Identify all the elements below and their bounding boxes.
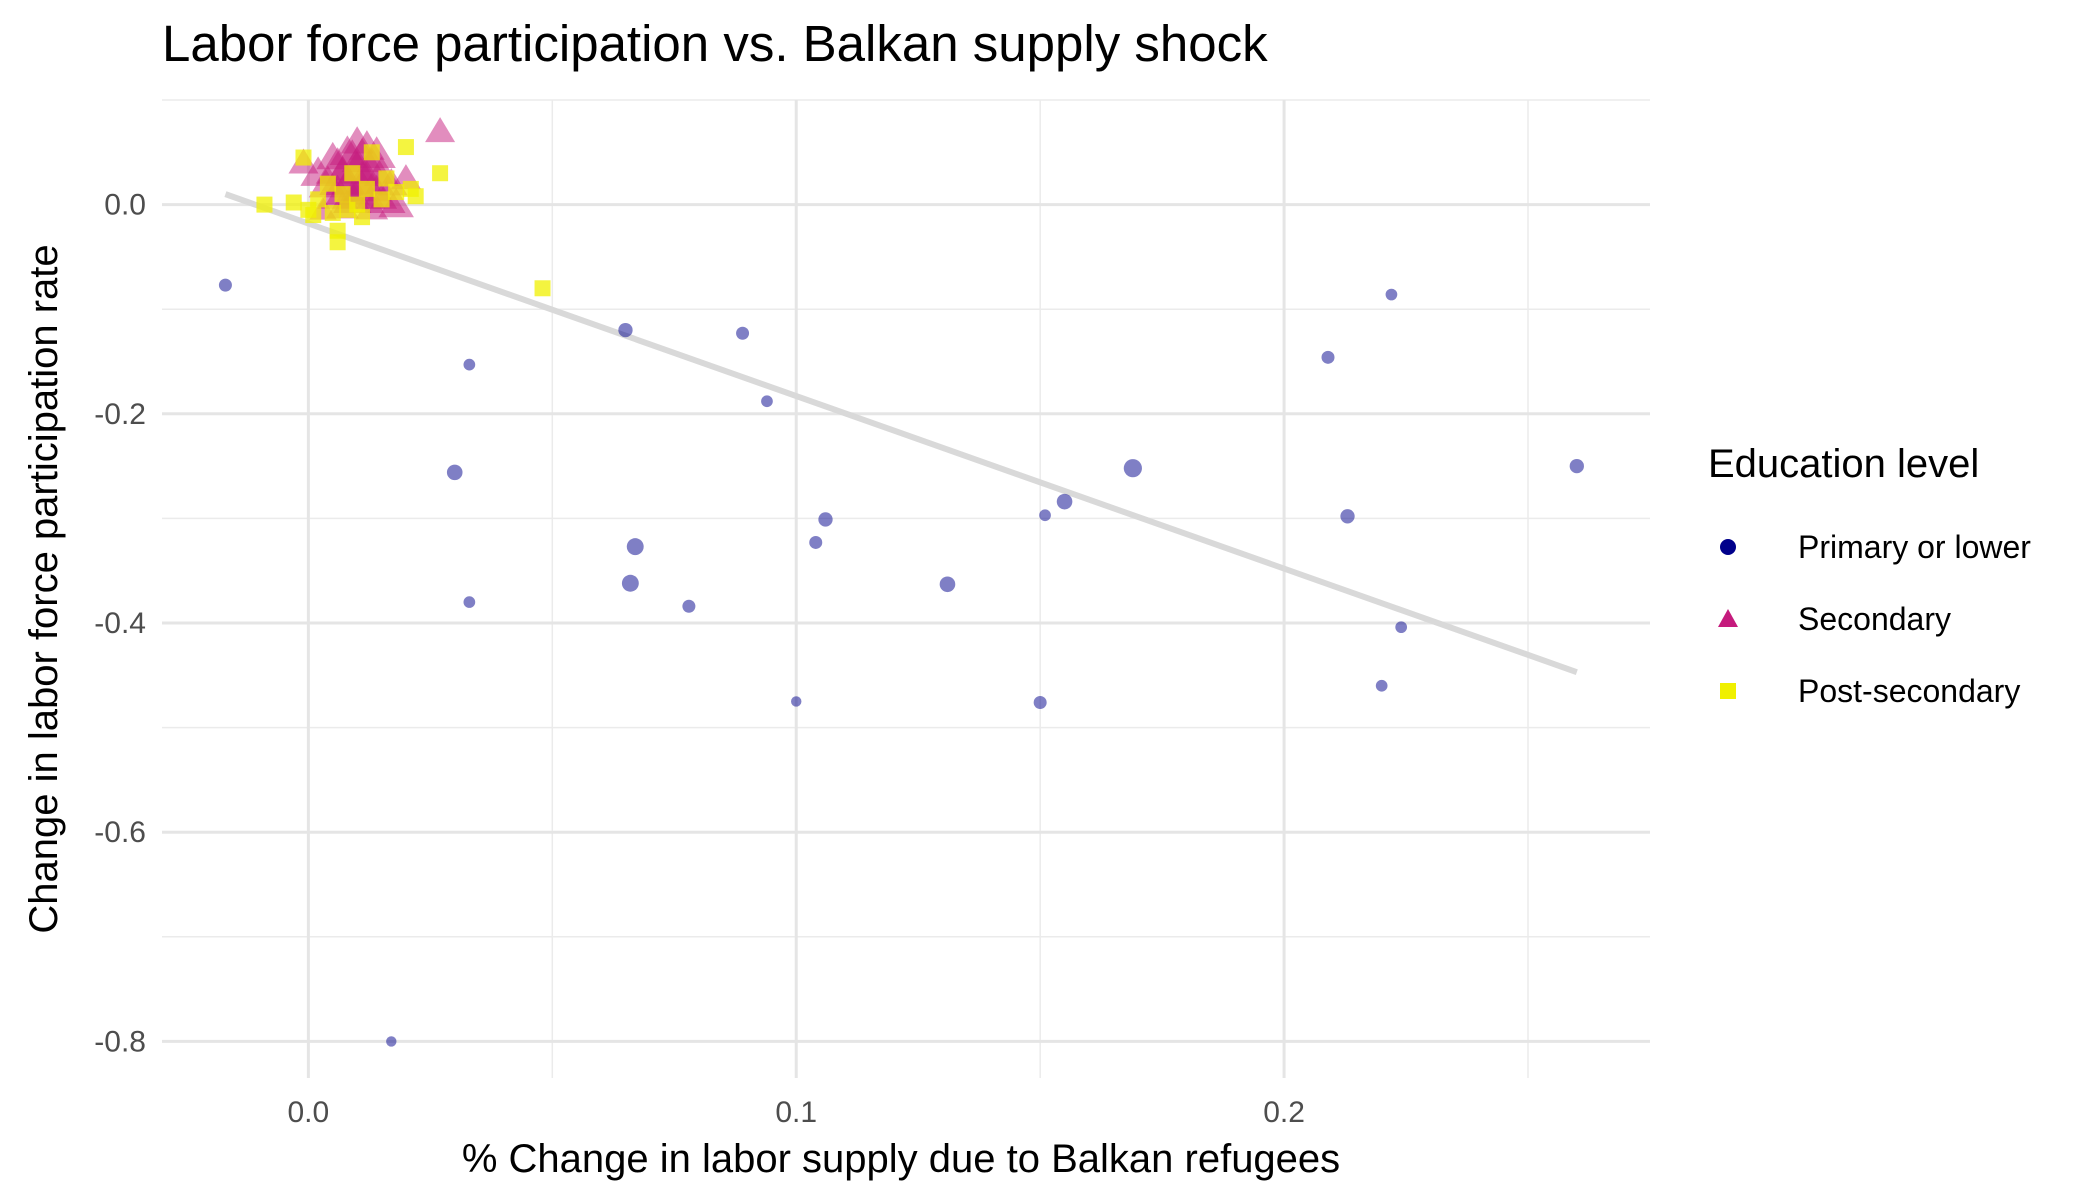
point-post-secondary <box>329 234 346 251</box>
point-primary <box>809 535 823 549</box>
point-post-secondary <box>319 175 336 192</box>
triangle-marker-icon <box>1708 599 1748 639</box>
point-primary <box>621 574 639 592</box>
chart-title: Labor force participation vs. Balkan sup… <box>162 15 1268 72</box>
point-primary <box>1395 621 1408 634</box>
y-tick-label: 0.0 <box>104 189 146 222</box>
square-marker-icon <box>1708 671 1748 711</box>
point-post-secondary <box>358 180 375 197</box>
point-post-secondary <box>388 184 405 201</box>
point-primary <box>1385 288 1398 301</box>
point-primary <box>1039 509 1051 522</box>
legend-label-primary: Primary or lower <box>1798 528 2031 565</box>
point-primary <box>1340 509 1355 524</box>
point-primary <box>1569 458 1584 474</box>
grid-lines <box>162 99 1650 1078</box>
point-post-secondary <box>373 191 390 208</box>
y-tick-label: -0.6 <box>94 816 146 849</box>
point-primary <box>1321 350 1335 364</box>
legend-label-secondary: Secondary <box>1798 600 1951 637</box>
point-post-secondary <box>285 194 302 211</box>
circle-marker-icon <box>1708 527 1748 567</box>
point-post-secondary <box>310 191 327 208</box>
y-tick-label: -0.8 <box>94 1025 146 1058</box>
x-axis-title: % Change in labor supply due to Balkan r… <box>462 1137 1340 1181</box>
legend: Education level Primary or lower Seconda… <box>1708 442 2088 727</box>
point-post-secondary <box>334 186 351 203</box>
point-primary <box>618 322 633 338</box>
point-post-secondary <box>363 144 380 161</box>
point-primary <box>1033 695 1047 709</box>
point-post-secondary <box>407 188 424 205</box>
trend-line <box>224 191 1578 675</box>
legend-item-primary: Primary or lower <box>1708 511 2088 583</box>
point-post-secondary <box>305 207 322 224</box>
point-post-secondary <box>432 165 449 182</box>
point-primary <box>626 538 644 556</box>
legend-label-post-secondary: Post-secondary <box>1798 672 2021 709</box>
point-post-secondary <box>397 139 414 156</box>
point-post-secondary <box>349 196 366 213</box>
point-primary <box>1056 493 1073 510</box>
point-secondary <box>425 117 456 143</box>
point-secondary <box>378 187 414 218</box>
point-primary <box>818 512 833 527</box>
point-post-secondary <box>295 149 312 166</box>
point-primary <box>463 358 476 371</box>
legend-title: Education level <box>1708 442 1980 486</box>
point-post-secondary <box>534 280 551 297</box>
x-tick-label: 0.1 <box>775 1096 817 1129</box>
point-post-secondary <box>344 165 361 182</box>
point-primary <box>1123 459 1142 478</box>
point-primary <box>1375 679 1388 692</box>
trend-line-group <box>224 191 1578 675</box>
y-axis-title: Change in labor force participation rate <box>22 244 66 933</box>
x-tick-label: 0.2 <box>1263 1096 1305 1129</box>
point-primary <box>791 696 802 707</box>
point-primary <box>761 395 773 408</box>
x-tick-label: 0.0 <box>288 1096 330 1129</box>
legend-item-secondary: Secondary <box>1708 583 2088 655</box>
point-post-secondary <box>378 170 395 187</box>
point-primary <box>446 464 463 481</box>
point-primary <box>463 596 476 608</box>
y-tick-label: -0.4 <box>94 607 146 640</box>
point-primary <box>939 576 956 593</box>
point-post-secondary <box>256 196 273 213</box>
point-primary <box>218 278 232 292</box>
point-post-secondary <box>324 204 341 221</box>
point-primary <box>736 326 750 340</box>
point-post-secondary <box>354 209 371 226</box>
axis-tick-labels: 0.0 0.1 0.2 0.0 -0.2 -0.4 -0.6 -0.8 <box>94 189 1305 1129</box>
y-tick-label: -0.2 <box>94 398 146 431</box>
point-primary <box>682 599 696 613</box>
legend-item-post-secondary: Post-secondary <box>1708 655 2088 727</box>
point-primary <box>386 1036 397 1047</box>
data-points <box>218 117 1584 1047</box>
